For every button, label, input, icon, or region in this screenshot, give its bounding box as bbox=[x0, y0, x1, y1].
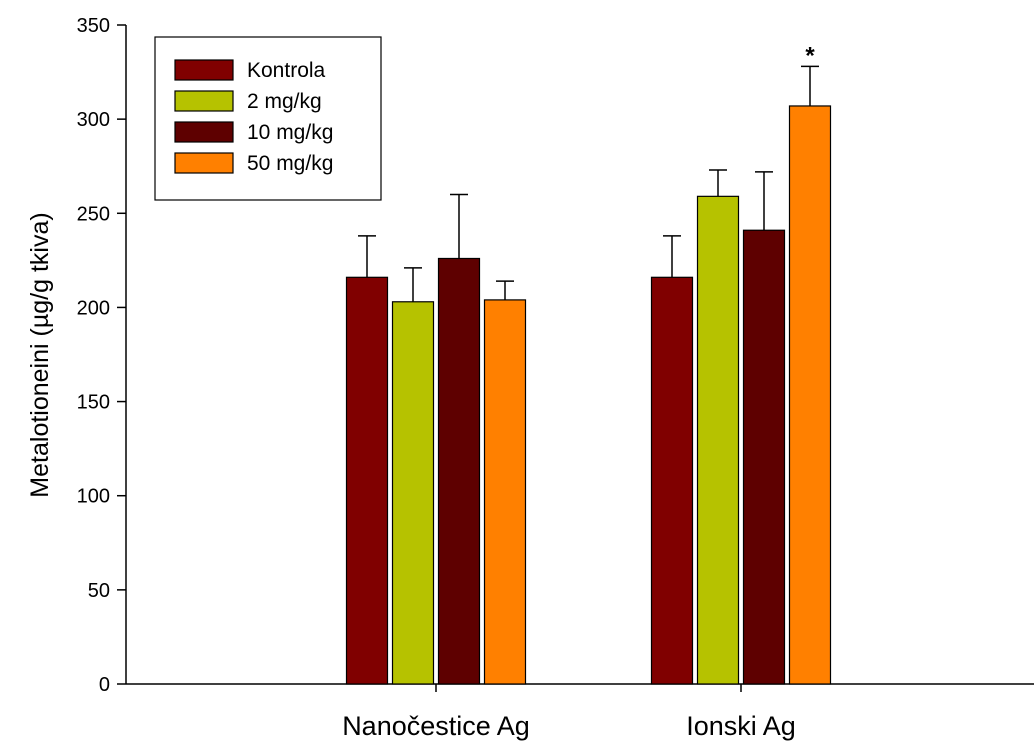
bar bbox=[788, 105, 832, 685]
bar bbox=[742, 229, 786, 685]
y-tick-label: 50 bbox=[88, 580, 110, 602]
y-axis-title: Metalotioneini (µg/g tkiva) bbox=[26, 212, 54, 497]
bar bbox=[437, 257, 481, 685]
legend-swatch bbox=[174, 90, 234, 112]
y-tick-label: 0 bbox=[99, 674, 110, 696]
x-tick-label: Ionski Ag bbox=[686, 711, 796, 741]
y-tick-label: 250 bbox=[77, 203, 110, 225]
bar bbox=[483, 299, 527, 685]
significance-marker: * bbox=[805, 42, 815, 69]
bar bbox=[650, 276, 694, 685]
y-tick-label: 100 bbox=[77, 486, 110, 508]
y-tick-label: 200 bbox=[77, 297, 110, 319]
y-tick-label: 150 bbox=[77, 392, 110, 414]
legend-swatch bbox=[174, 121, 234, 143]
legend-label: 50 mg/kg bbox=[247, 152, 333, 175]
bar bbox=[345, 276, 389, 685]
plot-area: 0 50 100 150 200 250 300 350 Nanočestice Ag Ionsk… bbox=[77, 15, 1034, 741]
legend-swatch bbox=[174, 59, 234, 81]
legend-label: 2 mg/kg bbox=[247, 90, 322, 113]
legend-swatch bbox=[174, 152, 234, 174]
legend-label: 10 mg/kg bbox=[247, 121, 333, 144]
bar bbox=[391, 301, 435, 685]
y-tick-label: 300 bbox=[77, 109, 110, 131]
x-tick-label: Nanočestice Ag bbox=[342, 711, 530, 741]
legend-label: Kontrola bbox=[247, 59, 326, 82]
y-tick-label: 350 bbox=[77, 15, 110, 37]
bar bbox=[696, 195, 740, 685]
